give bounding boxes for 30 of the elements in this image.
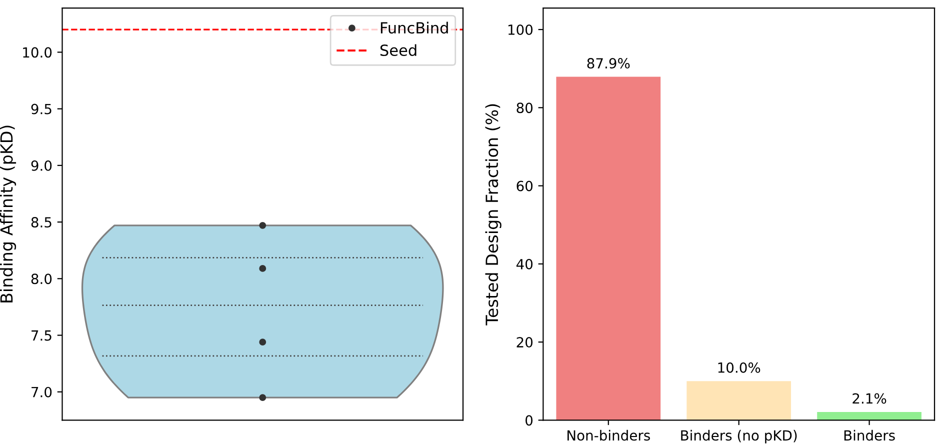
y-tick-label: 80 — [516, 102, 533, 114]
y-tick-label: 9.5 — [31, 104, 52, 114]
y-tick-label: 60 — [516, 180, 533, 192]
legend-label: Seed — [380, 44, 416, 56]
data-label: 2.1% — [852, 393, 886, 404]
data-label: 87.9% — [587, 58, 630, 69]
bar — [817, 412, 922, 420]
x-tick-label: Binders (no pKD) — [681, 430, 797, 444]
data-label: 10.0% — [718, 362, 760, 373]
y-tick-label: 20 — [516, 337, 533, 348]
point — [259, 338, 266, 346]
point — [259, 222, 266, 229]
y-tick-label: 7.0 — [32, 386, 52, 398]
y-tick-label: 9.0 — [31, 160, 52, 171]
x-tick-label: Non-binders — [568, 430, 650, 441]
y-tick-label: 7.5 — [32, 330, 52, 341]
y-tick-label: 8.5 — [31, 217, 52, 228]
y-tick-label: 0 — [526, 415, 533, 426]
y-axis-title: Tested Design Fraction (%) — [485, 104, 502, 326]
y-tick-label: 40 — [516, 258, 533, 270]
bar — [556, 76, 661, 420]
point — [259, 394, 266, 402]
y-axis-title: Binding Affinity (pKD) — [0, 126, 16, 302]
legend-label: FuncBind — [380, 22, 448, 34]
y-tick-label: 100 — [508, 24, 533, 36]
y-tick-label: 8.0 — [31, 274, 52, 284]
bar — [686, 381, 792, 420]
point — [259, 264, 266, 272]
x-tick-label: Binders — [844, 430, 895, 441]
y-tick-label: 10.0 — [23, 47, 52, 58]
